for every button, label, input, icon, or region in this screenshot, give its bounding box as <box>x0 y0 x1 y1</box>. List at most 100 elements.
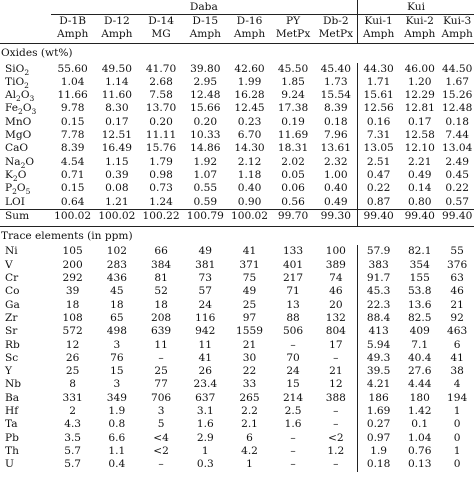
table-row: LOI 0.64 1.21 1.24 0.59 0.90 0.56 0.49 0.87 0.80 0… <box>0 195 474 209</box>
table-cell: 349 <box>106 391 127 404</box>
table-cell: 401 <box>282 258 304 271</box>
table-row: Co 39 45 52 57 49 71 46 45.3 53.8 46 <box>0 285 474 299</box>
table-cell: 436 <box>106 272 127 285</box>
table-cell: 44.50 <box>442 62 473 75</box>
table-cell: 82.5 <box>407 311 432 324</box>
table-cell: 384 <box>150 258 172 271</box>
table-cell: 292 <box>62 272 83 285</box>
table-cell: 1.24 <box>149 195 173 208</box>
table-cell: 99.70 <box>277 209 309 222</box>
rock-type-header: Amph <box>357 27 400 45</box>
table-cell: 23.4 <box>193 378 218 391</box>
table-cell: 57.9 <box>357 245 400 259</box>
table-cell: <4 <box>153 431 169 444</box>
table-cell: 1.04 <box>407 431 432 444</box>
table-cell: 0.49 <box>407 168 432 181</box>
table-cell: 0.64 <box>60 195 85 208</box>
rock-type-header: MG <box>138 27 184 45</box>
table-cell: 27.6 <box>407 365 432 378</box>
table-cell: 12.81 <box>404 102 435 115</box>
table-cell: 354 <box>409 258 430 271</box>
table-cell: 1.73 <box>324 75 348 88</box>
table-cell: 38 <box>450 365 464 378</box>
table-row: CaO 8.39 16.49 15.76 14.86 14.30 18.31 13.61 13.… <box>0 142 474 156</box>
row-label: Sum <box>5 209 30 222</box>
table-cell: 572 <box>62 325 83 338</box>
table-cell: 0.1 <box>411 418 429 431</box>
table-cell: 6.70 <box>237 129 262 142</box>
table-row: K2O 0.71 0.39 0.98 1.07 1.18 0.05 1.00 0.47 0.49 0… <box>0 168 474 182</box>
table-row: MgO 7.78 12.51 11.11 10.33 6.70 11.69 7.96 7.31 1… <box>0 129 474 143</box>
sample-id-row: D-1B D-12 D-14 D-15 D-16 PY Db-2 Kui-1 Kui-2 Kui-… <box>0 14 474 28</box>
table-cell: 45.40 <box>320 62 351 75</box>
table-cell: 3 <box>113 378 121 391</box>
sample-id-header: D-14 <box>148 15 174 28</box>
table-row: Sr 572 498 639 942 1559 506 804 413 409 463 <box>0 325 474 339</box>
table-cell: 49.50 <box>101 62 133 75</box>
sample-id-header: D-16 <box>236 15 263 28</box>
row-label: Hf <box>5 405 19 418</box>
table-cell: 92 <box>450 311 464 324</box>
table-cell: 1.1 <box>108 444 126 457</box>
table-cell: 1.14 <box>105 75 129 88</box>
table-cell: 383 <box>357 258 400 273</box>
table-cell: 0.17 <box>407 115 432 128</box>
table-cell: – <box>333 418 339 431</box>
table-cell: 132 <box>325 311 346 324</box>
group-header-daba: Daba <box>50 0 358 16</box>
table-cell: 2.32 <box>324 155 348 168</box>
table-cell: 1.00 <box>324 168 348 181</box>
table-cell: 0.40 <box>324 182 348 195</box>
row-label: Cr <box>5 272 19 285</box>
table-cell: 2.9 <box>196 431 214 444</box>
table-cell: 17 <box>329 338 343 351</box>
table-cell: 283 <box>106 258 127 271</box>
table-cell: 214 <box>282 391 304 404</box>
sample-id-header: D-15 <box>192 15 219 28</box>
table-cell: 4.21 <box>357 378 400 392</box>
row-label: Sr <box>5 325 18 338</box>
table-cell: 49.3 <box>357 351 400 366</box>
table-cell: 6 <box>453 338 461 351</box>
table-cell: 12.56 <box>357 102 400 116</box>
table-cell: 75 <box>242 272 257 285</box>
table-cell: 3 <box>157 405 165 418</box>
table-cell: 1.99 <box>237 75 262 88</box>
rock-type-header: Amph <box>183 27 228 45</box>
table-cell: 4.2 <box>241 444 258 457</box>
table-cell: 108 <box>62 311 83 324</box>
table-cell: 100.02 <box>54 209 92 222</box>
table-cell: 25 <box>65 365 80 378</box>
table-cell: 73 <box>198 272 213 285</box>
table-cell: 46.00 <box>404 62 435 75</box>
table-cell: 0.87 <box>357 195 400 209</box>
table-cell: 44.30 <box>357 62 400 76</box>
table-cell: 3.1 <box>196 405 214 418</box>
table-cell: 14.30 <box>234 142 265 155</box>
table-cell: 1.04 <box>60 75 85 88</box>
table-cell: 0.06 <box>281 182 305 195</box>
row-label: Nb <box>5 378 22 391</box>
table-row: Al2O3 11.66 11.60 7.58 12.48 16.28 9.24 15.54 15… <box>0 89 474 103</box>
table-cell: 105 <box>62 245 83 258</box>
row-label: Ba <box>5 391 20 404</box>
table-cell: 0.17 <box>105 115 129 128</box>
table-cell: 15.26 <box>442 89 473 102</box>
table-cell: – <box>290 444 296 457</box>
table-cell: 5.94 <box>357 338 400 352</box>
table-cell: 2.68 <box>149 75 173 88</box>
table-cell: 2.1 <box>241 418 258 431</box>
table-cell: 706 <box>150 391 172 404</box>
table-cell: 76 <box>110 351 124 364</box>
table-cell: 13.6 <box>407 298 432 311</box>
table-cell: 41 <box>198 351 213 364</box>
section-title-trace: Trace elements (in ppm) <box>1 230 133 243</box>
table-cell: 376 <box>447 258 468 271</box>
rock-type-row: Amph Amph MG Amph Amph MetPx MetPx Amph Amph Amph <box>0 27 474 45</box>
table-cell: 45 <box>110 285 124 298</box>
table-cell: 0.39 <box>105 168 129 181</box>
table-cell: 12.10 <box>404 142 435 155</box>
table-row: Th 5.7 1.1 <2 1 4.2 – 1.2 1.9 0.76 1 <box>0 444 474 459</box>
table-cell: 102 <box>106 245 127 258</box>
